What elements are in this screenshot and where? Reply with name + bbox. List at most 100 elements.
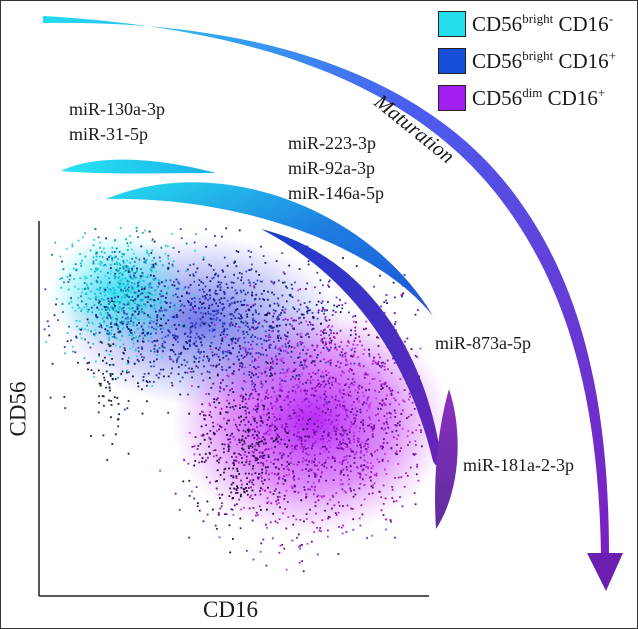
scatter-dot <box>142 337 145 340</box>
scatter-dot <box>51 253 53 256</box>
scatter-dot <box>381 447 384 450</box>
scatter-dot <box>108 399 110 402</box>
scatter-dot <box>184 326 187 329</box>
scatter-dot <box>386 302 388 304</box>
scatter-dot <box>252 507 255 509</box>
scatter-dot <box>246 322 249 325</box>
scatter-dot <box>134 276 137 279</box>
scatter-dot <box>81 308 83 310</box>
scatter-dot <box>114 275 117 278</box>
scatter-dot <box>281 424 284 426</box>
scatter-dot <box>361 441 364 443</box>
mirna-group-1: miR-130a-3p miR-31-5p <box>69 97 165 147</box>
scatter-dot <box>251 389 254 391</box>
scatter-dot <box>269 362 272 364</box>
scatter-dot <box>353 320 355 323</box>
scatter-dot <box>347 437 350 440</box>
scatter-dot <box>383 383 386 386</box>
scatter-dot <box>272 282 275 285</box>
scatter-dot <box>90 330 93 333</box>
scatter-dot <box>298 356 301 358</box>
scatter-dot <box>338 447 341 450</box>
scatter-dot <box>82 236 84 239</box>
scatter-dot <box>320 375 322 378</box>
scatter-dot <box>49 396 52 399</box>
scatter-dot <box>377 371 380 374</box>
scatter-dot <box>249 352 252 355</box>
scatter-dot <box>251 334 254 337</box>
scatter-dot <box>344 355 347 358</box>
scatter-dot <box>337 382 340 385</box>
scatter-dot <box>259 493 262 496</box>
scatter-dot <box>295 448 298 451</box>
scatter-dot <box>399 378 402 380</box>
scatter-dot <box>146 251 148 254</box>
scatter-dot <box>320 334 322 336</box>
scatter-dot <box>406 475 409 477</box>
scatter-dot <box>345 530 348 533</box>
scatter-dot <box>326 502 329 505</box>
scatter-dot <box>55 303 57 306</box>
scatter-dot <box>255 352 258 354</box>
scatter-dot <box>155 374 158 377</box>
scatter-dot <box>398 424 401 427</box>
scatter-dot <box>114 296 116 299</box>
scatter-dot <box>365 465 367 468</box>
scatter-dot <box>399 450 401 452</box>
maturation-arrow <box>43 16 609 556</box>
scatter-dot <box>189 328 191 331</box>
scatter-dot <box>280 456 283 459</box>
scatter-dot <box>319 279 322 282</box>
scatter-dot <box>262 464 265 467</box>
scatter-dot <box>227 411 229 414</box>
scatter-dot <box>239 495 242 498</box>
scatter-dot <box>363 348 366 351</box>
scatter-dot <box>84 292 87 295</box>
scatter-dot <box>262 441 265 444</box>
scatter-dot <box>128 269 130 272</box>
scatter-dot <box>214 433 216 435</box>
scatter-dot <box>259 456 261 458</box>
scatter-dot <box>250 376 253 379</box>
scatter-dot <box>321 496 324 499</box>
scatter-dot <box>115 298 118 301</box>
scatter-dot <box>257 356 260 359</box>
scatter-dot <box>391 430 394 433</box>
scatter-dot <box>321 418 323 421</box>
scatter-dot <box>112 296 115 298</box>
scatter-dot <box>230 491 233 494</box>
scatter-dot <box>214 289 217 292</box>
scatter-dot <box>394 452 397 455</box>
scatter-dot <box>269 521 272 524</box>
scatter-dot <box>305 358 308 360</box>
scatter-dot <box>363 328 365 331</box>
scatter-dot <box>68 278 71 281</box>
scatter-dot <box>195 345 198 348</box>
scatter-dot <box>252 374 255 377</box>
scatter-dot <box>203 323 205 325</box>
scatter-dot <box>259 487 262 489</box>
scatter-dot <box>321 310 323 312</box>
scatter-dot <box>353 340 356 342</box>
scatter-dot <box>182 311 185 314</box>
scatter-dot <box>345 358 347 361</box>
scatter-dot <box>342 524 345 527</box>
scatter-dot <box>121 253 124 255</box>
scatter-dot <box>189 284 192 286</box>
scatter-dot <box>118 262 121 265</box>
scatter-dot <box>307 421 310 424</box>
scatter-dot <box>252 382 255 385</box>
scatter-dot <box>251 428 254 431</box>
scatter-dot <box>118 279 121 282</box>
mirna-group-4: miR-181a-2-3p <box>463 453 574 478</box>
scatter-dot <box>159 324 161 327</box>
scatter-dot <box>234 325 237 328</box>
scatter-dot <box>293 361 296 364</box>
scatter-dot <box>327 456 330 459</box>
scatter-dot <box>366 451 368 453</box>
scatter-dot <box>203 291 205 293</box>
scatter-dot <box>285 474 288 477</box>
scatter-dot <box>149 361 152 364</box>
scatter-dot <box>156 319 158 322</box>
scatter-dot <box>199 442 202 445</box>
